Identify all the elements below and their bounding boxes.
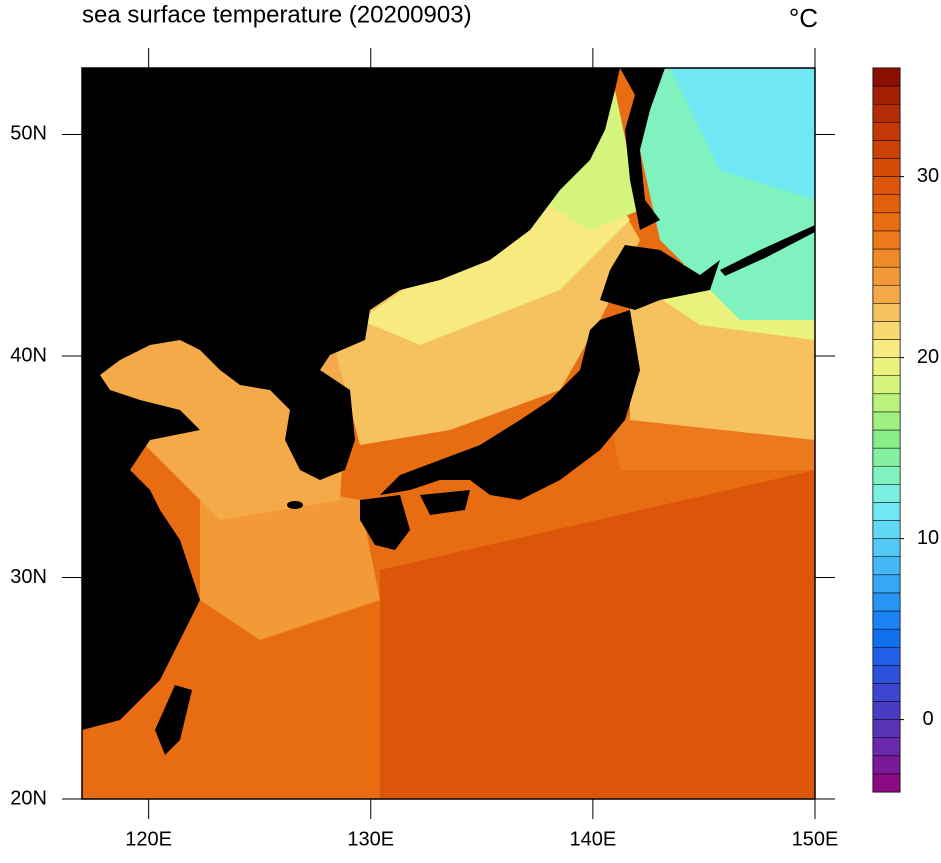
map xyxy=(82,68,815,799)
chart-title: sea surface temperature (20200903) xyxy=(82,1,472,28)
y-tick-label: 40N xyxy=(10,344,47,366)
colorbar-box xyxy=(872,303,901,322)
colorbar-box xyxy=(872,574,901,594)
colorbar-box xyxy=(872,284,901,304)
land xyxy=(600,245,720,310)
colorbar-box xyxy=(872,248,901,268)
land xyxy=(360,495,410,550)
colorbar-box xyxy=(872,429,901,449)
colorbar-box xyxy=(872,610,901,630)
colorbar-box xyxy=(872,755,901,775)
colorbar-box xyxy=(872,502,901,521)
colorbar-tick-label: 20 xyxy=(917,346,939,368)
colorbar-box xyxy=(872,176,901,195)
colorbar-box xyxy=(872,158,901,177)
x-tick-label: 120E xyxy=(125,828,172,850)
y-tick-label: 50N xyxy=(10,123,47,145)
colorbar-box xyxy=(872,683,901,702)
colorbar-box xyxy=(872,447,901,467)
colorbar-box xyxy=(872,194,901,214)
x-tick-label: 150E xyxy=(792,828,839,850)
land xyxy=(420,490,470,515)
unit-label: °C xyxy=(789,3,818,33)
colorbar-box xyxy=(872,556,901,576)
colorbar-box xyxy=(872,321,901,340)
x-tick-label: 140E xyxy=(570,828,617,850)
colorbar-box xyxy=(872,773,901,793)
colorbar-box xyxy=(872,719,901,738)
y-tick-label: 20N xyxy=(10,787,47,809)
colorbar-box xyxy=(872,665,901,684)
colorbar-box xyxy=(872,520,901,539)
colorbar-box xyxy=(872,592,901,612)
colorbar-box xyxy=(872,67,901,87)
colorbar-box xyxy=(872,357,901,376)
colorbar-box xyxy=(872,103,901,123)
y-tick-label: 30N xyxy=(10,566,47,588)
colorbar-tick-label: 30 xyxy=(917,165,939,187)
colorbar-box xyxy=(872,140,901,159)
sst-region xyxy=(670,68,815,200)
colorbar-tick-label: 0 xyxy=(922,708,933,730)
land xyxy=(720,225,815,276)
colorbar-box xyxy=(872,538,901,557)
land xyxy=(380,310,640,500)
land xyxy=(155,685,192,755)
land xyxy=(287,501,303,509)
colorbar-tick-label: 10 xyxy=(917,527,939,549)
colorbar-box xyxy=(872,339,901,358)
colorbar-box xyxy=(872,85,901,105)
colorbar-box xyxy=(872,484,901,503)
colorbar-box xyxy=(872,122,901,141)
land xyxy=(82,68,620,730)
colorbar-box xyxy=(872,212,901,232)
x-tick-label: 130E xyxy=(347,828,394,850)
colorbar-box xyxy=(872,628,901,648)
colorbar-box xyxy=(872,701,901,720)
colorbar-box xyxy=(872,737,901,757)
land xyxy=(620,68,665,230)
colorbar-box xyxy=(872,411,901,431)
colorbar-box xyxy=(872,375,901,395)
colorbar-box xyxy=(872,266,901,286)
sst-region xyxy=(380,470,815,799)
colorbar-box xyxy=(872,230,901,250)
colorbar-box xyxy=(872,393,901,413)
colorbar-box xyxy=(872,465,901,485)
colorbar-box xyxy=(872,646,901,666)
plot-frame xyxy=(81,67,816,800)
